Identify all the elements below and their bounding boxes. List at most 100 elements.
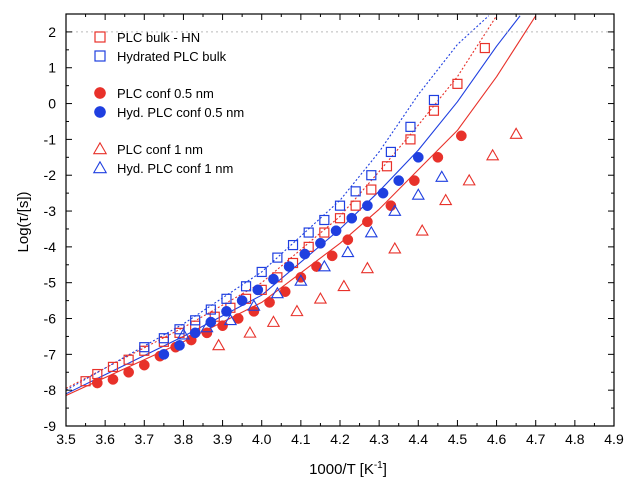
- data-point-series-3: [409, 175, 420, 186]
- data-point-series-2: [428, 94, 440, 106]
- legend: PLC bulk - HN Hydrated PLC bulk PLC conf 0…: [92, 30, 244, 176]
- x-tick-label: 3.9: [213, 431, 233, 447]
- data-point-series-5: [439, 193, 453, 206]
- data-point-series-5: [360, 261, 375, 274]
- data-point-series-2: [334, 200, 346, 211]
- data-point-series-1: [479, 42, 490, 54]
- legend-label: PLC conf 0.5 nm: [117, 86, 214, 101]
- data-point-series-2: [366, 170, 377, 181]
- x-axis-title-end: ]: [383, 461, 387, 478]
- y-tick-label: -8: [44, 382, 57, 398]
- y-tick-label: 2: [48, 24, 56, 40]
- data-point-series-3: [123, 366, 134, 378]
- x-tick-label: 4.7: [526, 431, 546, 447]
- legend-label: Hyd. PLC conf 1 nm: [117, 161, 233, 176]
- data-point-series-4: [268, 273, 279, 285]
- fit-curve-3: [66, 15, 537, 397]
- data-point-series-6: [176, 327, 191, 340]
- data-point-series-6: [411, 188, 425, 200]
- data-point-series-3: [362, 216, 373, 228]
- legend-marker: [94, 106, 106, 118]
- fit-curve-2: [66, 15, 490, 391]
- data-point-series-1: [428, 105, 440, 116]
- data-point-series-2: [256, 266, 267, 278]
- data-point-series-2: [385, 146, 396, 158]
- data-point-series-5: [388, 241, 402, 254]
- data-point-series-4: [236, 295, 248, 306]
- data-point-series-1: [350, 200, 361, 211]
- data-point-series-6: [200, 320, 214, 333]
- x-tick-label: 4.3: [369, 431, 389, 447]
- data-point-series-4: [299, 248, 311, 260]
- data-point-series-3: [432, 151, 444, 163]
- data-point-series-1: [452, 78, 463, 89]
- y-tick-label: -7: [44, 346, 57, 362]
- data-point-series-5: [486, 148, 500, 161]
- data-point-series-2: [158, 333, 169, 344]
- legend-marker: [94, 31, 106, 43]
- data-point-series-4: [158, 348, 170, 360]
- data-point-series-4: [174, 340, 185, 351]
- data-point-series-6: [364, 225, 378, 238]
- x-tick-label: 4.2: [330, 431, 350, 447]
- legend-label: Hyd. PLC conf 0.5 nm: [117, 105, 244, 120]
- data-point-series-6: [341, 245, 355, 258]
- data-point-series-4: [346, 212, 358, 224]
- data-point-series-1: [107, 361, 119, 372]
- data-point-series-4: [362, 200, 373, 212]
- data-point-series-3: [326, 250, 338, 262]
- legend-marker: [92, 141, 108, 155]
- x-tick-label: 3.6: [95, 431, 115, 447]
- data-point-series-2: [240, 281, 252, 292]
- data-point-series-3: [107, 374, 119, 385]
- y-axis-title: Log(τ/[s]): [15, 192, 32, 253]
- data-point-series-3: [138, 359, 150, 371]
- data-point-series-2: [139, 342, 150, 353]
- data-point-series-5: [415, 223, 429, 236]
- data-point-series-4: [330, 225, 342, 237]
- data-point-series-1: [334, 213, 346, 224]
- y-tick-label: -5: [44, 275, 57, 291]
- data-point-series-3: [201, 327, 213, 339]
- data-point-series-1: [381, 161, 393, 172]
- data-point-series-3: [264, 297, 275, 308]
- y-tick-label: -3: [44, 203, 57, 219]
- legend-label: PLC bulk - HN: [117, 30, 200, 45]
- data-point-series-1: [405, 134, 416, 145]
- data-point-series-5: [290, 304, 304, 317]
- x-axis-title: 1000/T [K-1]: [309, 460, 387, 478]
- data-point-series-2: [350, 186, 361, 197]
- data-point-series-1: [366, 184, 377, 195]
- data-point-series-2: [405, 121, 416, 132]
- data-point-series-5: [212, 338, 226, 351]
- data-point-series-1: [319, 227, 330, 238]
- x-tick-label: 4.8: [565, 431, 585, 447]
- y-tick-label: -2: [44, 167, 57, 183]
- x-tick-label: 4.1: [291, 431, 311, 447]
- data-point-series-6: [294, 274, 308, 286]
- legend-label: Hydrated PLC bulk: [117, 49, 227, 64]
- y-tick-label: 1: [48, 60, 56, 76]
- data-point-series-4: [315, 237, 326, 249]
- data-point-series-4: [252, 284, 264, 296]
- legend-marker: [92, 160, 108, 174]
- x-tick-label: 3.5: [56, 431, 76, 447]
- y-tick-label: -1: [44, 131, 57, 147]
- data-point-series-3: [91, 377, 103, 389]
- data-point-series-6: [388, 204, 402, 216]
- y-tick-label: -4: [44, 239, 57, 255]
- data-point-series-5: [337, 279, 351, 292]
- fit-curves: [66, 15, 537, 397]
- legend-label: PLC conf 1 nm: [117, 142, 203, 157]
- data-point-series-3: [311, 261, 322, 272]
- data-point-series-5: [243, 326, 257, 338]
- data-point-series-6: [247, 299, 261, 311]
- data-point-series-2: [303, 227, 314, 238]
- x-axis-title-main: 1000/T [K: [309, 461, 374, 478]
- data-point-series-4: [393, 175, 405, 186]
- data-point-series-6: [223, 313, 238, 326]
- legend-marker: [94, 87, 106, 99]
- data-point-series-2: [221, 293, 232, 304]
- data-point-series-3: [342, 234, 354, 246]
